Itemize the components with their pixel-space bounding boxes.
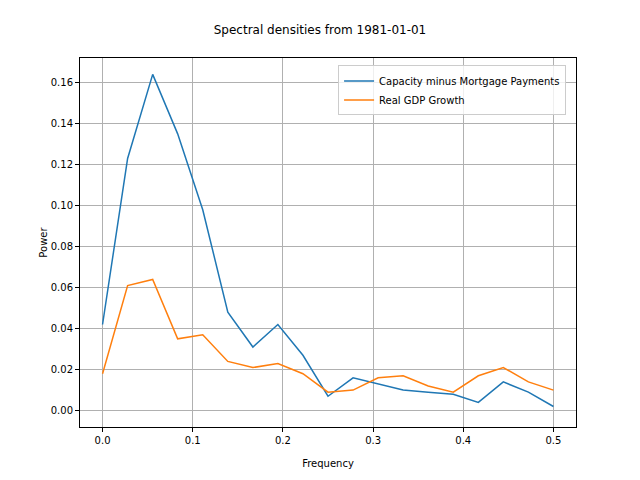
- svg-text:0.08: 0.08: [51, 241, 73, 252]
- svg-text:0.0: 0.0: [95, 435, 111, 446]
- svg-text:Power: Power: [38, 226, 49, 257]
- svg-text:0.3: 0.3: [365, 435, 381, 446]
- svg-text:0.1: 0.1: [185, 435, 201, 446]
- svg-text:0.10: 0.10: [51, 200, 73, 211]
- svg-text:0.04: 0.04: [51, 323, 73, 334]
- svg-text:0.5: 0.5: [545, 435, 561, 446]
- svg-text:0.14: 0.14: [51, 118, 73, 129]
- svg-text:0.02: 0.02: [51, 364, 73, 375]
- svg-text:0.12: 0.12: [51, 159, 73, 170]
- svg-text:Real GDP Growth: Real GDP Growth: [379, 95, 465, 106]
- svg-text:0.4: 0.4: [455, 435, 471, 446]
- svg-text:Spectral densities from 1981-0: Spectral densities from 1981-01-01: [214, 23, 427, 37]
- svg-text:0.00: 0.00: [51, 405, 73, 416]
- svg-text:0.16: 0.16: [51, 77, 73, 88]
- svg-text:0.2: 0.2: [275, 435, 291, 446]
- svg-text:0.06: 0.06: [51, 282, 73, 293]
- svg-text:Frequency: Frequency: [302, 458, 354, 469]
- svg-text:Capacity minus Mortgage Paymen: Capacity minus Mortgage Payments: [379, 76, 559, 87]
